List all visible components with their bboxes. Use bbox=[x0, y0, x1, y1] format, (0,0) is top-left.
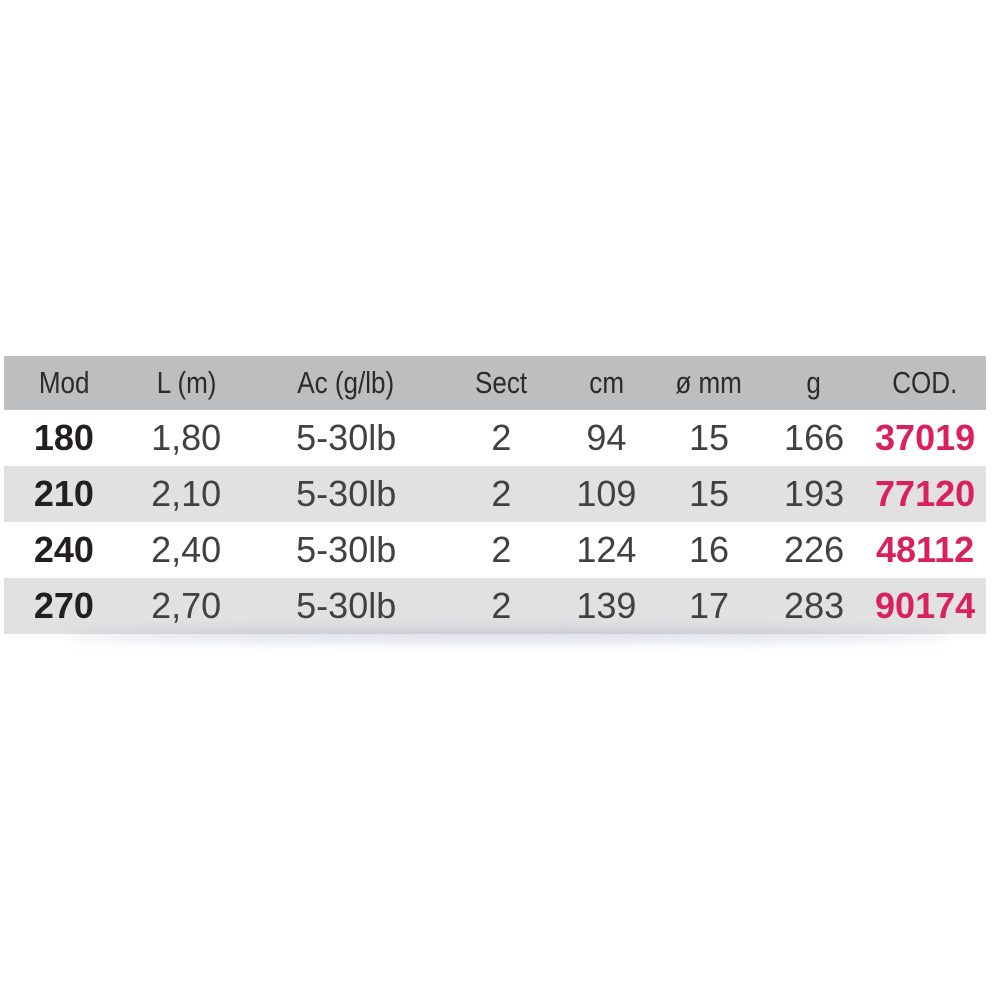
cell-sections: 2 bbox=[491, 529, 512, 570]
cell-grams: 226 bbox=[784, 529, 845, 570]
column-header-label: Ac (g/lb) bbox=[297, 365, 395, 400]
cell-code: 90174 bbox=[875, 585, 976, 626]
column-header-mod: Mod bbox=[4, 356, 124, 410]
cell-code: 37019 bbox=[875, 417, 976, 458]
cell-action: 5-30lb bbox=[296, 585, 397, 626]
column-header-diameter-mm: ø mm bbox=[654, 356, 764, 410]
column-header-label: L (m) bbox=[156, 365, 217, 400]
column-header-action: Ac (g/lb) bbox=[249, 356, 444, 410]
cell-diameter-mm: 16 bbox=[689, 529, 730, 570]
cell-cm: 139 bbox=[576, 585, 637, 626]
cell-grams: 193 bbox=[784, 473, 845, 514]
cell-sections: 2 bbox=[491, 585, 512, 626]
column-header-sections: Sect bbox=[444, 356, 559, 410]
cell-grams: 283 bbox=[784, 585, 845, 626]
cell-action: 5-30lb bbox=[296, 473, 397, 514]
cell-mod: 180 bbox=[33, 417, 94, 458]
table-header-row: Mod L (m) Ac (g/lb) Sect cm ø mm g COD. bbox=[4, 356, 986, 410]
column-header-label: ø mm bbox=[675, 365, 743, 400]
cell-action: 5-30lb bbox=[296, 417, 397, 458]
column-header-length: L (m) bbox=[124, 356, 249, 410]
spec-table-container: Mod L (m) Ac (g/lb) Sect cm ø mm g COD. … bbox=[4, 356, 986, 641]
cell-sections: 2 bbox=[491, 473, 512, 514]
cell-length: 2,70 bbox=[151, 585, 222, 626]
cell-action: 5-30lb bbox=[296, 529, 397, 570]
table-row: 240 2,40 5-30lb 2 124 16 226 48112 bbox=[4, 522, 986, 578]
cell-code: 77120 bbox=[875, 473, 976, 514]
column-header-label: cm bbox=[589, 365, 624, 400]
column-header-label: Sect bbox=[475, 365, 528, 400]
table-row: 180 1,80 5-30lb 2 94 15 166 37019 bbox=[4, 410, 986, 466]
cell-grams: 166 bbox=[784, 417, 845, 458]
cell-mod: 210 bbox=[33, 473, 94, 514]
cell-sections: 2 bbox=[491, 417, 512, 458]
column-header-label: g bbox=[806, 365, 822, 400]
spec-table: Mod L (m) Ac (g/lb) Sect cm ø mm g COD. … bbox=[4, 356, 986, 634]
cell-diameter-mm: 15 bbox=[689, 417, 730, 458]
column-header-code: COD. bbox=[864, 356, 986, 410]
cell-cm: 109 bbox=[576, 473, 637, 514]
cell-mod: 240 bbox=[33, 529, 94, 570]
column-header-label: Mod bbox=[38, 365, 90, 400]
cell-length: 2,40 bbox=[151, 529, 222, 570]
table-row: 270 2,70 5-30lb 2 139 17 283 90174 bbox=[4, 578, 986, 634]
column-header-label: COD. bbox=[892, 365, 958, 400]
column-header-grams: g bbox=[764, 356, 864, 410]
cell-cm: 124 bbox=[576, 529, 637, 570]
cell-length: 1,80 bbox=[151, 417, 222, 458]
cell-mod: 270 bbox=[33, 585, 94, 626]
table-row: 210 2,10 5-30lb 2 109 15 193 77120 bbox=[4, 466, 986, 522]
cell-diameter-mm: 15 bbox=[689, 473, 730, 514]
column-header-cm: cm bbox=[559, 356, 654, 410]
cell-cm: 94 bbox=[586, 417, 627, 458]
cell-diameter-mm: 17 bbox=[689, 585, 730, 626]
cell-code: 48112 bbox=[876, 529, 975, 570]
cell-length: 2,10 bbox=[151, 473, 222, 514]
